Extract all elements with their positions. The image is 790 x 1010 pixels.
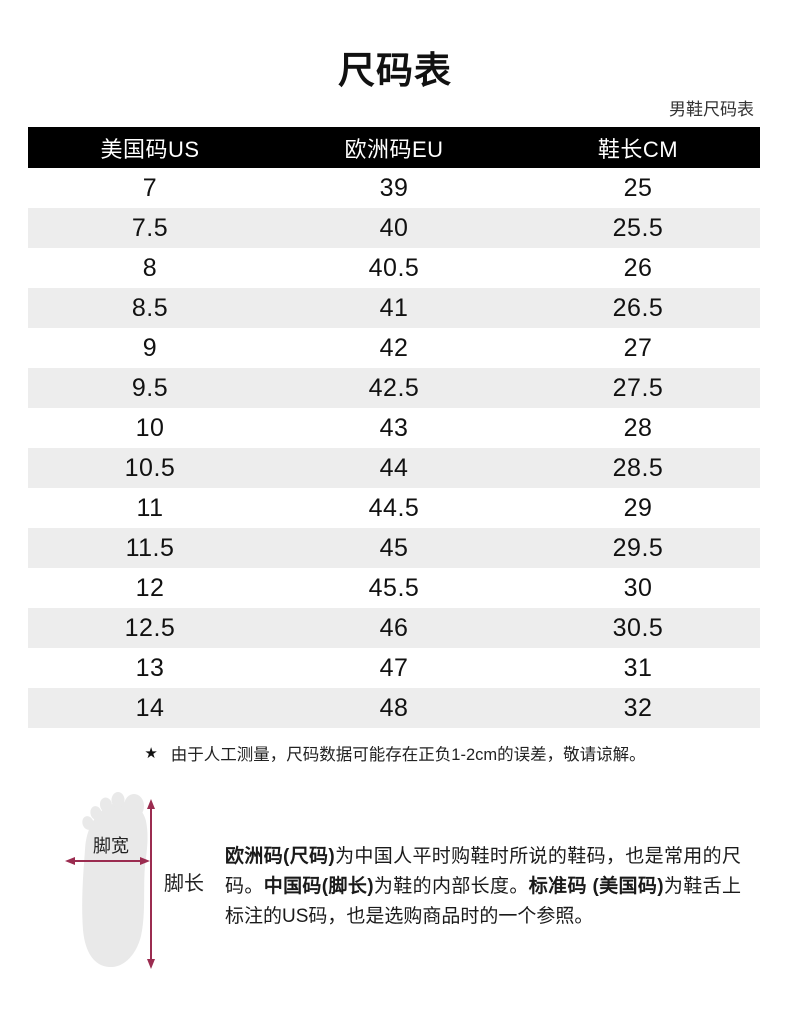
table-cell: 25 xyxy=(623,173,653,202)
table-cell: 10 xyxy=(135,413,165,442)
table-cell: 47 xyxy=(379,653,409,682)
table-cell: 43 xyxy=(379,413,409,442)
explanation-cn: 为鞋的内部长度。 xyxy=(373,876,529,897)
table-row: 7.5 40 25.5 xyxy=(28,208,760,248)
table-cell: 12.5 xyxy=(124,613,176,642)
table-cell: 42 xyxy=(379,333,409,362)
foot-width-label: 脚宽 xyxy=(93,836,129,856)
table-cell: 30 xyxy=(623,573,653,602)
size-table-body: 7 39 25 7.5 40 25.5 8 40.5 26 8.5 41 26.5 9 42 27 9.5 42… xyxy=(28,168,760,728)
table-row: 13 47 31 xyxy=(28,648,760,688)
table-row: 11 44.5 29 xyxy=(28,488,760,528)
table-cell: 39 xyxy=(379,173,409,202)
term-cn-size: 中国码(脚长) xyxy=(263,876,374,897)
table-cell: 32 xyxy=(623,693,653,722)
foot-width-arrow xyxy=(65,857,150,865)
table-cell: 40 xyxy=(379,213,409,242)
page-title: 尺码表 xyxy=(338,50,452,91)
foot-length-arrow xyxy=(147,799,155,969)
table-cell: 12 xyxy=(135,573,165,602)
table-cell: 7 xyxy=(142,173,158,202)
header-eu-size: 欧洲码EU xyxy=(344,136,444,162)
table-cell: 45 xyxy=(379,533,409,562)
table-cell: 31 xyxy=(623,653,653,682)
table-cell: 29 xyxy=(623,493,653,522)
table-row: 7 39 25 xyxy=(28,168,760,208)
table-cell: 41 xyxy=(379,293,409,322)
table-cell: 14 xyxy=(135,693,165,722)
table-row: 10.5 44 28.5 xyxy=(28,448,760,488)
header-us-size: 美国码US xyxy=(100,136,200,162)
table-row: 9.5 42.5 27.5 xyxy=(28,368,760,408)
size-explanation-paragraph: 欧洲码(尺码)为中国人平时购鞋时所说的鞋码，也是常用的尺码。中国码(脚长)为鞋的… xyxy=(225,842,741,932)
table-cell: 40.5 xyxy=(368,253,420,282)
term-standard-size: 标准码 (美国码) xyxy=(528,876,664,897)
table-cell: 10.5 xyxy=(124,453,176,482)
table-cell: 8 xyxy=(142,253,158,282)
table-cell: 48 xyxy=(379,693,409,722)
table-cell: 27.5 xyxy=(612,373,664,402)
table-cell: 44.5 xyxy=(368,493,420,522)
table-cell: 7.5 xyxy=(131,213,169,242)
table-cell: 27 xyxy=(623,333,653,362)
table-row: 12.5 46 30.5 xyxy=(28,608,760,648)
table-cell: 26.5 xyxy=(612,293,664,322)
explanation-standard: 为鞋舌上标注的US码，也是选购商品时的一个参照。 xyxy=(225,876,741,927)
table-cell: 26 xyxy=(623,253,653,282)
table-cell: 25.5 xyxy=(612,213,664,242)
table-cell: 28.5 xyxy=(612,453,664,482)
table-cell: 9.5 xyxy=(131,373,169,402)
table-row: 12 45.5 30 xyxy=(28,568,760,608)
table-row: 9 42 27 xyxy=(28,328,760,368)
table-cell: 9 xyxy=(142,333,158,362)
table-cell: 44 xyxy=(379,453,409,482)
explanation-eu: 为中国人平时购鞋时所说的鞋码，也是常用的尺码。 xyxy=(225,846,741,897)
foot-measurement-diagram: 脚宽 脚长 xyxy=(65,792,204,969)
size-table: 美国码US 欧洲码EU 鞋长CM 7 39 25 7.5 40 25.5 8 40.5 26 8.… xyxy=(28,127,760,728)
table-row: 11.5 45 29.5 xyxy=(28,528,760,568)
table-row: 8 40.5 26 xyxy=(28,248,760,288)
star-icon: ★ xyxy=(144,745,158,762)
table-cell: 11 xyxy=(136,493,164,522)
table-cell: 45.5 xyxy=(368,573,420,602)
size-table-header: 美国码US 欧洲码EU 鞋长CM xyxy=(28,127,760,168)
table-cell: 11.5 xyxy=(125,533,175,562)
header-length-cm: 鞋长CM xyxy=(597,136,679,162)
table-cell: 13 xyxy=(135,653,165,682)
table-cell: 28 xyxy=(623,413,653,442)
table-row: 10 43 28 xyxy=(28,408,760,448)
table-cell: 46 xyxy=(379,613,409,642)
table-row: 8.5 41 26.5 xyxy=(28,288,760,328)
measurement-note: ★ 由于人工测量，尺码数据可能存在正负1-2cm的误差，敬请谅解。 xyxy=(0,740,790,766)
measurement-note-text: 由于人工测量，尺码数据可能存在正负1-2cm的误差，敬请谅解。 xyxy=(170,746,646,764)
foot-length-label: 脚长 xyxy=(164,872,204,895)
table-cell: 29.5 xyxy=(612,533,664,562)
term-eu-size: 欧洲码(尺码) xyxy=(225,846,335,867)
table-cell: 42.5 xyxy=(368,373,420,402)
table-cell: 8.5 xyxy=(131,293,169,322)
foot-silhouette-shape xyxy=(82,792,148,968)
chart-subtitle: 男鞋尺码表 xyxy=(669,100,754,119)
table-cell: 30.5 xyxy=(612,613,664,642)
table-row: 14 48 32 xyxy=(28,688,760,728)
